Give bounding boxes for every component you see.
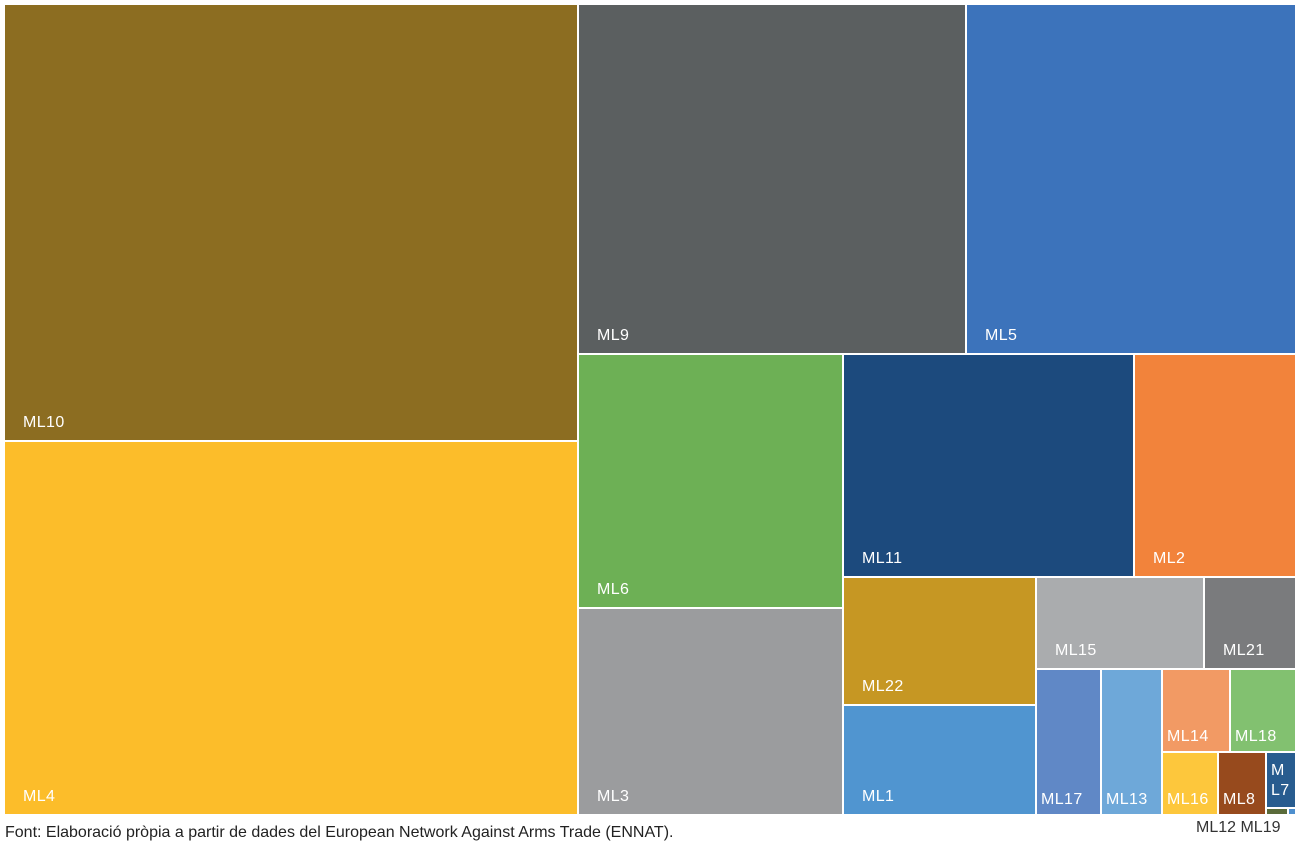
treemap-tile-ml21: ML21 [1204, 577, 1296, 669]
tile-label-ml13: ML13 [1106, 791, 1148, 808]
tile-label-ml10: ML10 [23, 414, 65, 431]
tile-label-ml4: ML4 [23, 788, 56, 805]
tile-label-ml22: ML22 [862, 678, 904, 695]
treemap-tile-ml6: ML6 [578, 354, 843, 608]
treemap-tile-ml22: ML22 [843, 577, 1036, 705]
tile-label-ml8: ML8 [1223, 791, 1256, 808]
tile-label-ml1: ML1 [862, 788, 895, 805]
tile-label-ml3: ML3 [597, 788, 630, 805]
treemap-tile-ml9: ML9 [578, 4, 966, 354]
tile-label-ml9: ML9 [597, 327, 630, 344]
treemap-tile-ml17: ML17 [1036, 669, 1101, 815]
tile-label-ml21: ML21 [1223, 642, 1265, 659]
treemap-tile-ml4: ML4 [4, 441, 578, 815]
treemap-tile-ml8: ML8 [1218, 752, 1266, 815]
small-tiles-label: ML12 ML19 [1196, 819, 1281, 836]
treemap-tile-ml14: ML14 [1162, 669, 1230, 752]
tile-label-ml14: ML14 [1167, 728, 1209, 745]
tile-label-ml7: ML7 [1271, 762, 1290, 799]
tile-label-ml11: ML11 [862, 550, 903, 567]
tile-label-ml6: ML6 [597, 581, 630, 598]
treemap-tile-ml2: ML2 [1134, 354, 1296, 577]
treemap-tile-ml7: ML7 [1266, 752, 1296, 808]
treemap-tile-ml18: ML18 [1230, 669, 1296, 752]
tile-label-ml5: ML5 [985, 327, 1018, 344]
source-note: Font: Elaboració pròpia a partir de dade… [5, 824, 674, 841]
tile-label-ml16: ML16 [1167, 791, 1209, 808]
treemap-tile-ml15: ML15 [1036, 577, 1204, 669]
treemap-tile-ml12 [1266, 808, 1288, 815]
treemap-tile-ml3: ML3 [578, 608, 843, 815]
treemap-tile-ml1: ML1 [843, 705, 1036, 815]
tile-label-ml2: ML2 [1153, 550, 1186, 567]
treemap-tile-ml10: ML10 [4, 4, 578, 441]
tile-label-ml15: ML15 [1055, 642, 1097, 659]
treemap-tile-ml5: ML5 [966, 4, 1296, 354]
treemap-tile-ml11: ML11 [843, 354, 1134, 577]
treemap-tile-ml13: ML13 [1101, 669, 1162, 815]
tile-label-ml18: ML18 [1235, 728, 1277, 745]
treemap-tile-ml19 [1288, 808, 1296, 815]
treemap-tile-ml16: ML16 [1162, 752, 1218, 815]
tile-label-ml17: ML17 [1041, 791, 1083, 808]
